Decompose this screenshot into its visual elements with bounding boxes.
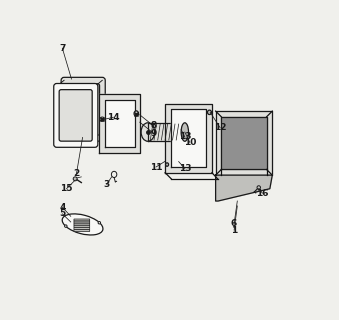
Polygon shape — [105, 100, 135, 147]
FancyBboxPatch shape — [74, 228, 90, 229]
Ellipse shape — [141, 123, 155, 141]
Text: 10: 10 — [183, 138, 196, 147]
Text: 4: 4 — [59, 203, 65, 212]
Polygon shape — [216, 175, 272, 201]
FancyBboxPatch shape — [54, 84, 98, 147]
Text: 12: 12 — [214, 123, 226, 132]
Text: 13: 13 — [179, 164, 191, 173]
Text: 2: 2 — [73, 169, 80, 179]
Text: 14: 14 — [107, 113, 120, 122]
Text: 1: 1 — [231, 226, 237, 235]
FancyBboxPatch shape — [74, 229, 90, 231]
Polygon shape — [171, 109, 206, 167]
Text: 6: 6 — [231, 219, 237, 228]
Text: 5: 5 — [59, 209, 65, 218]
FancyBboxPatch shape — [59, 90, 92, 141]
Polygon shape — [148, 123, 185, 141]
Text: 15: 15 — [60, 184, 73, 193]
Ellipse shape — [257, 186, 260, 189]
FancyBboxPatch shape — [74, 225, 90, 227]
Text: 11: 11 — [150, 163, 162, 172]
FancyBboxPatch shape — [74, 221, 90, 223]
FancyBboxPatch shape — [74, 223, 90, 225]
Ellipse shape — [62, 214, 103, 235]
Text: 8: 8 — [151, 121, 157, 130]
FancyBboxPatch shape — [66, 84, 100, 135]
Polygon shape — [216, 111, 272, 175]
Ellipse shape — [207, 110, 212, 115]
Ellipse shape — [98, 221, 101, 224]
Polygon shape — [99, 94, 140, 153]
Ellipse shape — [134, 111, 139, 116]
Text: 3: 3 — [104, 180, 110, 189]
Polygon shape — [165, 104, 212, 173]
Polygon shape — [221, 117, 267, 170]
FancyBboxPatch shape — [74, 219, 90, 221]
Ellipse shape — [181, 123, 188, 141]
Text: 16: 16 — [256, 188, 269, 198]
Ellipse shape — [100, 117, 104, 121]
Ellipse shape — [166, 163, 168, 166]
Text: 9: 9 — [150, 129, 157, 138]
FancyBboxPatch shape — [61, 77, 105, 141]
Text: 13: 13 — [179, 132, 191, 141]
Ellipse shape — [73, 177, 77, 181]
Text: 7: 7 — [59, 44, 65, 53]
Ellipse shape — [65, 225, 67, 227]
